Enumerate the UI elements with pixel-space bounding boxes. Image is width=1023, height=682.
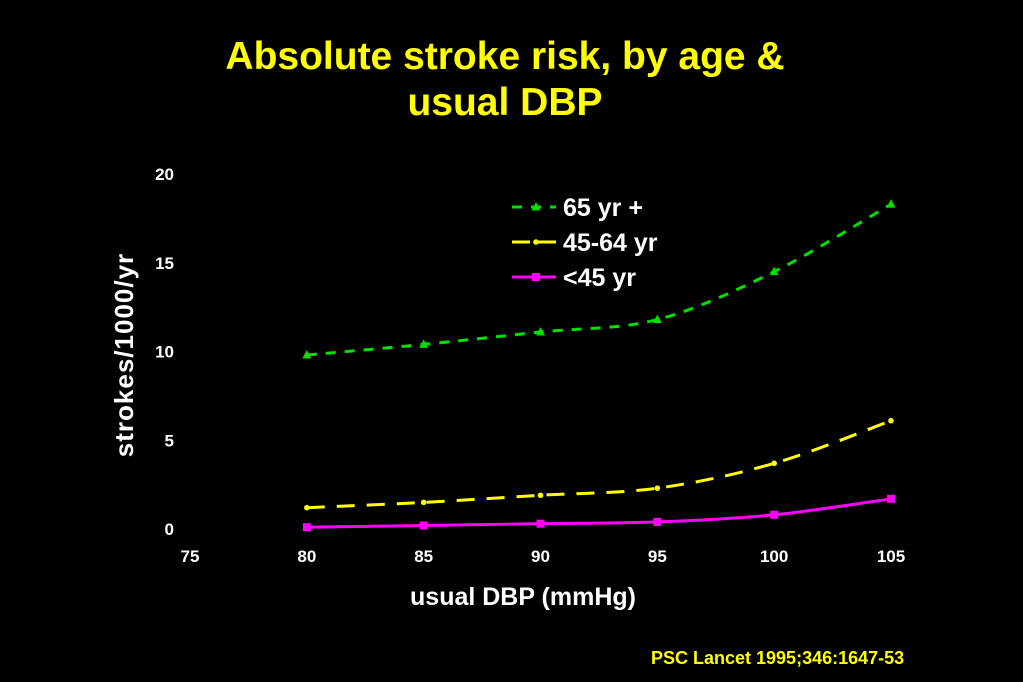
series-0-marker-5 bbox=[886, 199, 896, 208]
citation: PSC Lancet 1995;346:1647-53 bbox=[651, 648, 905, 668]
series-0-marker-0 bbox=[302, 350, 312, 359]
series-1-marker-1 bbox=[420, 499, 427, 506]
legend-label-1: 45-64 yr bbox=[563, 229, 658, 257]
y-tick-label-3: 15 bbox=[155, 254, 174, 273]
series-line-2 bbox=[306, 497, 892, 529]
chart-title-line-1: Absolute stroke risk, by age & bbox=[225, 35, 785, 78]
legend-label-2: <45 yr bbox=[563, 264, 636, 292]
series-1-marker-3 bbox=[654, 485, 661, 491]
y-tick-label-0: 0 bbox=[165, 520, 174, 539]
chart-title-line-2: usual DBP bbox=[407, 81, 603, 124]
x-tick-label-6: 105 bbox=[877, 547, 905, 566]
series-2-marker-2 bbox=[536, 519, 545, 528]
y-axis-label: strokes/1000/yr bbox=[109, 253, 139, 457]
chart-title: Absolute stroke risk, by age & usual DBP bbox=[0, 34, 1010, 126]
series-2-marker-5 bbox=[887, 494, 895, 503]
series-1-marker-2 bbox=[537, 492, 544, 499]
x-tick-label-0: 75 bbox=[181, 547, 200, 566]
series-line-1 bbox=[306, 419, 892, 510]
series-0-marker-1 bbox=[419, 339, 429, 348]
series-2-marker-0 bbox=[302, 523, 311, 532]
series-0-marker-4 bbox=[769, 266, 779, 276]
series-legend-1-marker-0 bbox=[533, 239, 539, 245]
legend-label-0: 65 yr + bbox=[563, 194, 643, 222]
series-1-marker-5 bbox=[888, 417, 894, 424]
series-legend-2-marker-0 bbox=[532, 273, 540, 281]
x-tick-label-3: 90 bbox=[531, 547, 550, 566]
series-0-marker-2 bbox=[536, 326, 545, 336]
y-tick-label-4: 20 bbox=[155, 165, 174, 184]
series-1-marker-0 bbox=[304, 504, 310, 511]
y-tick-label-2: 10 bbox=[155, 343, 174, 362]
series-legend-0-marker-0 bbox=[531, 202, 541, 211]
series-2-marker-4 bbox=[770, 510, 779, 519]
series-0-marker-3 bbox=[652, 314, 662, 324]
series-1-marker-4 bbox=[771, 460, 777, 467]
x-axis-label: usual DBP (mmHg) bbox=[410, 583, 636, 611]
series-line-0 bbox=[306, 202, 892, 357]
series-2-marker-1 bbox=[419, 521, 428, 530]
x-tick-label-2: 85 bbox=[414, 547, 433, 566]
x-tick-label-5: 100 bbox=[760, 547, 788, 566]
x-tick-label-4: 95 bbox=[648, 547, 667, 566]
y-tick-label-1: 5 bbox=[165, 431, 174, 450]
series-2-marker-3 bbox=[653, 517, 662, 526]
x-tick-label-1: 80 bbox=[297, 547, 316, 566]
